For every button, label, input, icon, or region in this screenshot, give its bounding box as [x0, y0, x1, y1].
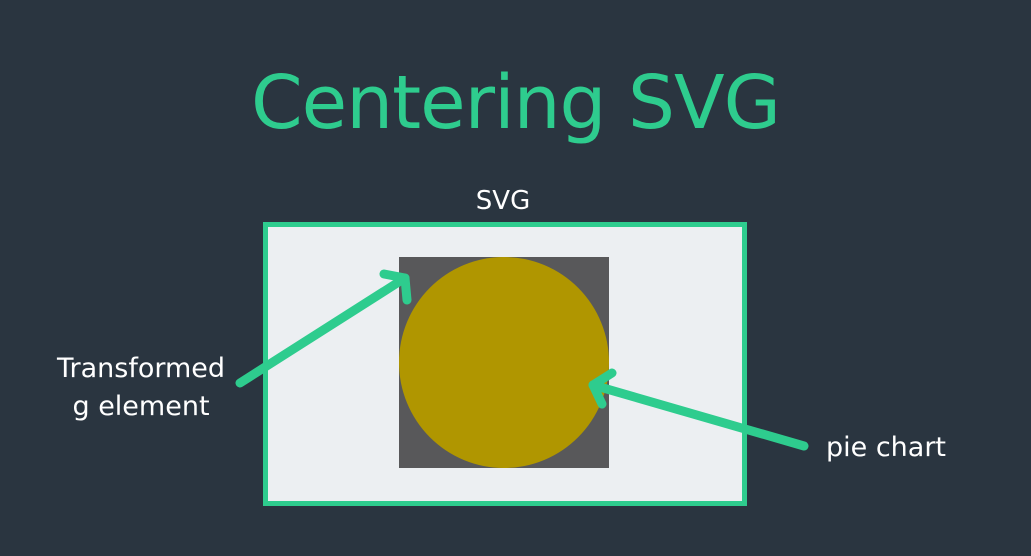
arrow-shaft-left [235, 273, 410, 388]
transformed-g-element-label: Transformed g element [30, 350, 252, 426]
arrow-to-g-element [235, 269, 412, 388]
arrow-head-right [588, 368, 617, 409]
arrow-shaft-right [588, 380, 809, 451]
svg-label: SVG [475, 186, 531, 216]
pie-chart-circle [399, 257, 609, 468]
transformed-label-line-2: g element [72, 391, 210, 422]
slide-title: Centering SVG [251, 60, 781, 146]
arrow-to-pie-chart [588, 368, 809, 451]
transformed-label-line-1: Transformed [56, 353, 226, 384]
pie-chart-label: pie chart [825, 432, 947, 463]
arrow-head-left [379, 269, 412, 305]
